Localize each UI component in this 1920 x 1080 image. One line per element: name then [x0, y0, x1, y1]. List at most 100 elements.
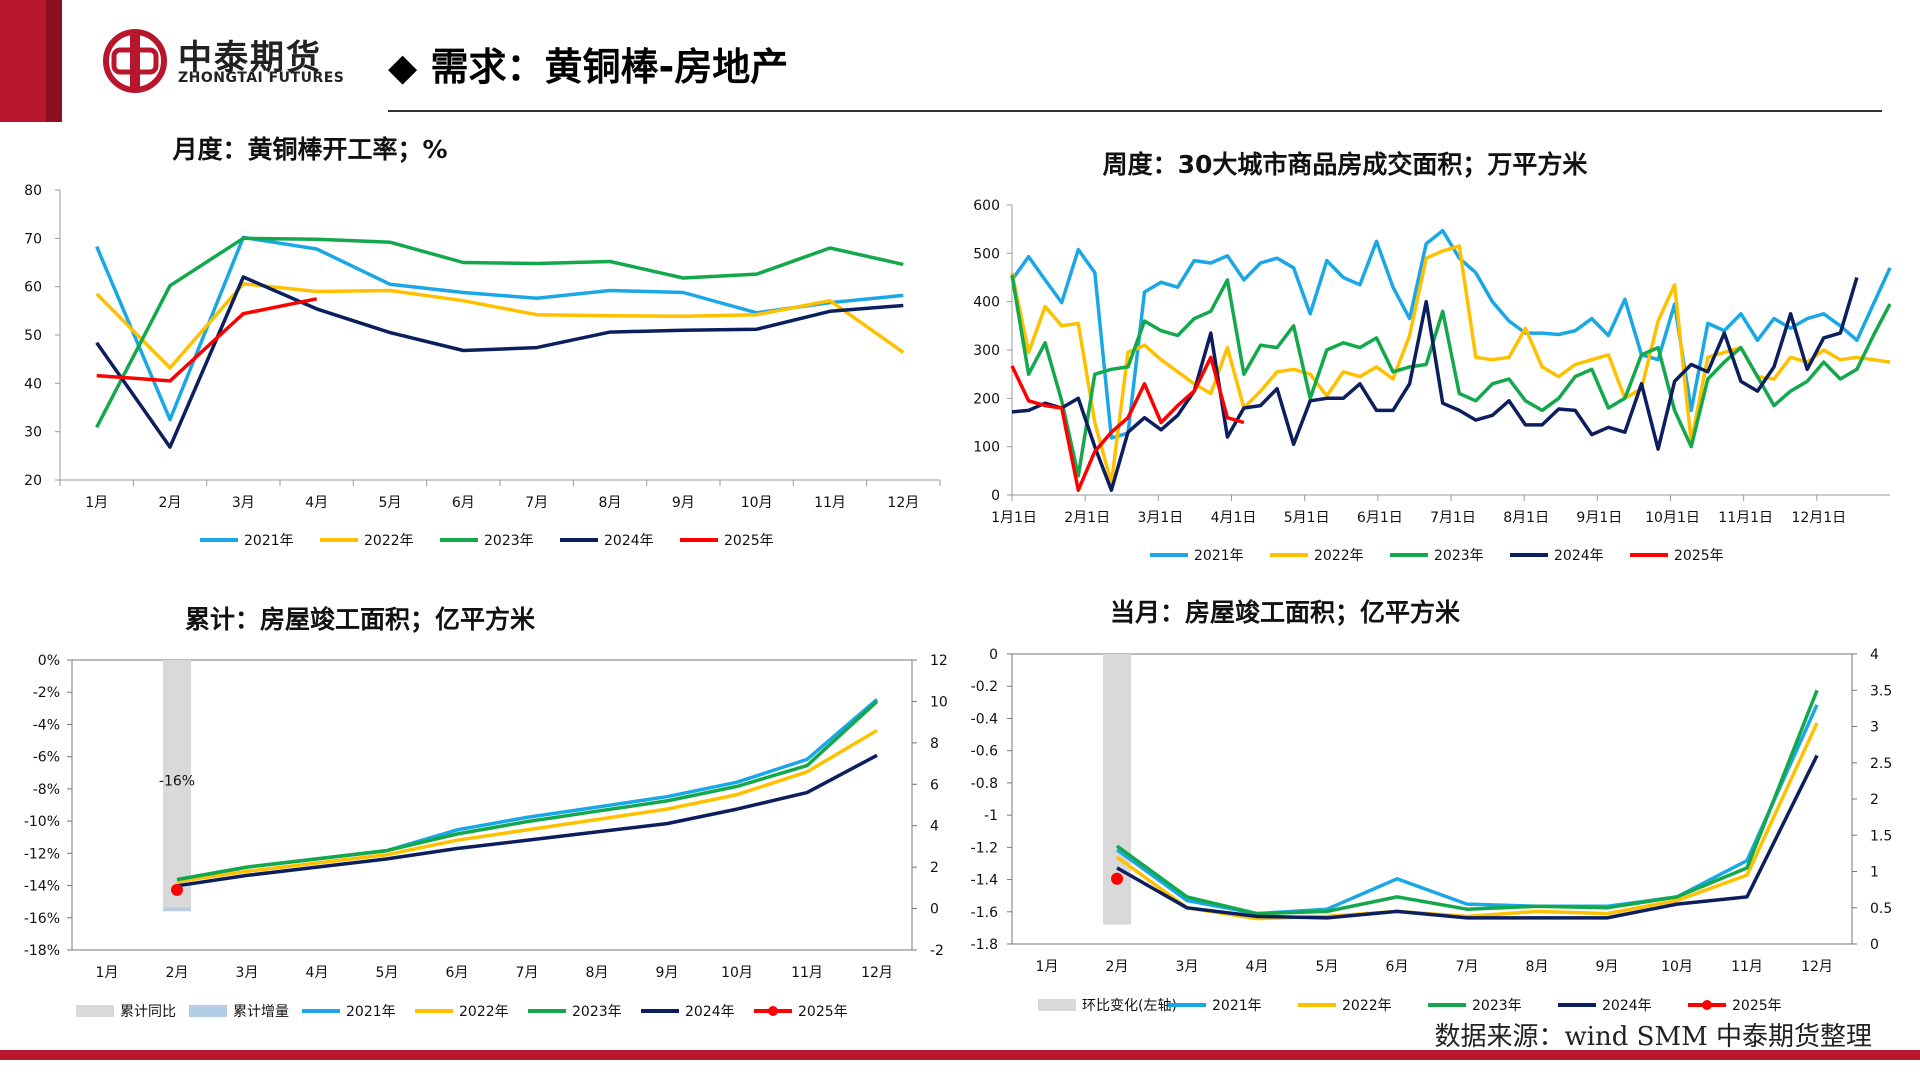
x-tick-label: 12月1日: [1791, 510, 1846, 526]
legend-swatch-mom: [1038, 999, 1076, 1011]
c3-line-2024: [176, 753, 878, 888]
y-tick-label: 60: [24, 280, 42, 296]
c4-line-2023: [1115, 689, 1819, 916]
legend-dot-2025: [1702, 1000, 1712, 1010]
y-left-tick-label: -8%: [33, 782, 60, 798]
chart-cumulative-completion: 累计：房屋竣工面积；亿平方米 0% -2% -4% -6% -8% -10% -12% -14…: [0, 595, 960, 1035]
y-left-tick-label: -14%: [24, 879, 60, 895]
chart-monthly-brass-rod-rate: 月度：黄铜棒开工率；% 20 30 40 50 60 70 80 1月 2月 3月 4月 5月 6月 7月…: [0, 125, 960, 565]
y-left-tick-label: -0.8: [971, 776, 998, 792]
legend-label-2021: 2021年: [1212, 998, 1262, 1014]
y-tick-label: 400: [973, 295, 1000, 311]
x-tick-label: 2月1日: [1064, 510, 1110, 526]
x-tick-label: 12月: [861, 965, 893, 981]
legend-label-2022: 2022年: [459, 1004, 509, 1020]
x-tick-label: 9月: [656, 965, 679, 981]
legend-label-2023: 2023年: [1434, 548, 1484, 564]
legend-label-2025: 2025年: [1674, 548, 1724, 564]
y-right-tick-label: 3.5: [1870, 683, 1892, 699]
x-tick-label: 4月1日: [1211, 510, 1257, 526]
c1-line-2022: [95, 282, 905, 370]
x-tick-label: 11月: [1731, 959, 1763, 975]
legend-label-mom: 环比变化(左轴): [1082, 998, 1177, 1014]
legend-label-2022: 2022年: [1342, 998, 1392, 1014]
y-left-tick-label: 0%: [38, 653, 60, 669]
page-title-text: 需求：黄铜棒-房地产: [430, 45, 789, 89]
y-left-tick-label: -6%: [33, 750, 60, 766]
x-tick-label: 3月: [236, 965, 259, 981]
y-tick-label: 50: [24, 328, 42, 344]
page-title: ◆ 需求：黄铜棒-房地产: [388, 45, 789, 89]
c2-line-2024: [1011, 276, 1859, 492]
x-tick-label: 12月: [887, 495, 919, 511]
plot-frame: [71, 659, 913, 951]
brand-emblem-icon: [103, 29, 167, 93]
y-left-tick-label: -1.6: [971, 905, 998, 921]
y-right-tick-label: 4: [930, 819, 939, 835]
x-tick-label: 4月: [306, 965, 329, 981]
legend-label-yoy: 累计同比: [120, 1004, 176, 1020]
y-right-tick-label: 2.5: [1870, 756, 1892, 772]
legend-label-2022: 2022年: [364, 533, 414, 549]
x-tick-label: 5月: [376, 965, 399, 981]
y-right-tick-label: 6: [930, 777, 939, 793]
x-tick-label: 1月1日: [991, 510, 1037, 526]
y-tick-label: 40: [24, 376, 42, 392]
y-left-tick-label: -12%: [24, 846, 60, 862]
y-tick-label: 70: [24, 231, 42, 247]
legend-label-2025: 2025年: [724, 533, 774, 549]
x-tick-label: 8月: [586, 965, 609, 981]
x-tick-label: 4月: [305, 495, 328, 511]
y-right-tick-label: 8: [930, 736, 939, 752]
y-right-tick-label: 1: [1870, 865, 1879, 881]
data-source: 数据来源：wind SMM 中泰期货整理: [1434, 1022, 1872, 1052]
y-right-tick-label: 2: [1870, 792, 1879, 808]
c2-line-2025: [1010, 355, 1245, 492]
x-tick-label: 1月: [85, 495, 108, 511]
chart-monthly-completion: 当月：房屋竣工面积；亿平方米 0 -0.2 -0.4 -0.6 -0.8 -1 -1.2 -1…: [960, 588, 1920, 1028]
x-tick-label: 2月: [159, 495, 182, 511]
y-tick-label: 200: [973, 391, 1000, 407]
x-tick-label: 1月: [96, 965, 119, 981]
chart-weekly-housing-sales: 周度：30大城市商品房成交面积；万平方米 0 100 200 300 400 500 600…: [960, 140, 1920, 580]
legend-dot-2025: [768, 1006, 778, 1016]
x-tick-label: 10月: [721, 965, 753, 981]
x-tick-label: 6月: [446, 965, 469, 981]
legend-label-2024: 2024年: [1602, 998, 1652, 1014]
y-right-tick-label: 0: [930, 902, 939, 918]
y-tick-label: 30: [24, 425, 42, 441]
y-left-tick-label: -0.2: [971, 679, 998, 695]
c3-line-2022: [176, 728, 878, 884]
c2-line-2022: [1010, 244, 1891, 485]
y-right-tick-label: 10: [930, 694, 948, 710]
x-tick-label: 6月: [452, 495, 475, 511]
x-tick-label: 9月: [1596, 959, 1619, 975]
c4-line-2022: [1115, 722, 1819, 921]
x-tick-label: 7月: [1456, 959, 1479, 975]
legend-label-inc: 累计增量: [233, 1004, 289, 1020]
y-left-tick-label: 0: [989, 647, 998, 663]
x-tick-label: 6月1日: [1357, 510, 1403, 526]
legend-label-2023: 2023年: [484, 533, 534, 549]
x-tick-label: 10月: [741, 495, 773, 511]
c2-line-2023: [1010, 274, 1892, 478]
legend-swatch-inc: [189, 1005, 227, 1017]
x-tick-label: 10月1日: [1645, 510, 1700, 526]
legend-label-2025: 2025年: [1732, 998, 1782, 1014]
x-tick-label: 8月: [1526, 959, 1549, 975]
y-left-tick-label: -1.8: [971, 937, 998, 953]
legend-label-2021: 2021年: [244, 533, 294, 549]
legend-label-2025: 2025年: [798, 1004, 848, 1020]
y-left-tick-label: -4%: [33, 717, 60, 733]
brand-name-en: ZHONGTAI FUTURES: [178, 70, 345, 86]
footer-accent-bar: [0, 1050, 1920, 1060]
y-right-tick-label: 0: [1870, 937, 1879, 953]
legend-label-2024: 2024年: [1554, 548, 1604, 564]
x-tick-label: 9月: [672, 495, 695, 511]
x-tick-label: 12月: [1801, 959, 1833, 975]
y-left-tick-label: -10%: [24, 814, 60, 830]
y-right-tick-label: 0.5: [1870, 901, 1892, 917]
y-tick-label: 80: [24, 183, 42, 199]
x-tick-label: 11月1日: [1718, 510, 1773, 526]
header-accent-bar: [0, 0, 62, 122]
